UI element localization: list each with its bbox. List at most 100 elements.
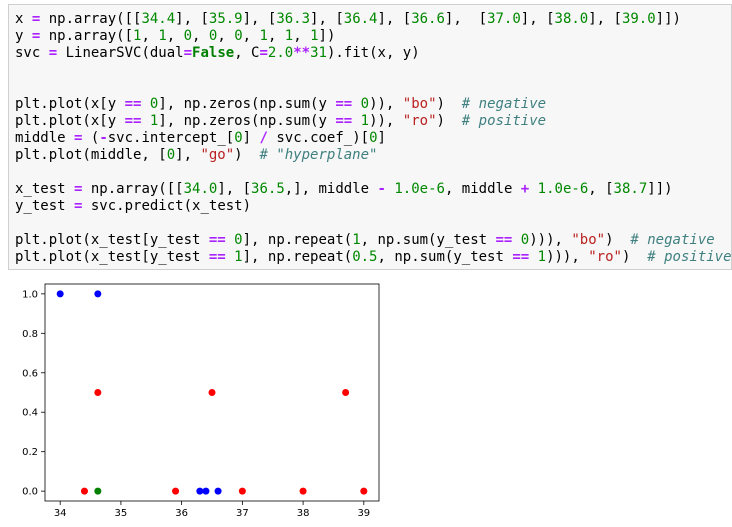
code-token: 1.0e-6 xyxy=(394,181,445,197)
code-token: == xyxy=(335,96,353,112)
code-token: ], [ xyxy=(217,181,252,197)
code-token: ,], middle xyxy=(284,181,378,197)
code-token: "ro" xyxy=(402,113,437,129)
data-point xyxy=(56,290,64,298)
code-token: , xyxy=(166,28,184,44)
code-token: 37.0 xyxy=(487,11,521,27)
code-token xyxy=(512,232,520,248)
code-token: 31 xyxy=(310,45,327,61)
code-editor[interactable]: x = np.array([[34.4], [35.9], [36.3], [3… xyxy=(9,5,731,266)
code-token: ] xyxy=(377,130,386,146)
code-token: ], [ xyxy=(310,11,344,27)
code-token: 36.3 xyxy=(276,11,311,27)
code-token: ]) xyxy=(318,28,336,44)
code-token: 1 xyxy=(149,113,159,129)
code-token: "bo" xyxy=(571,232,606,248)
code-token: == xyxy=(495,232,513,248)
x-tick-label: 35 xyxy=(115,508,128,519)
scatter-plot: 34 35 36 37 38 39 0.0 0.2 0.4 0.6 0.8 1.0 xyxy=(22,283,380,519)
code-token: , middle xyxy=(444,181,521,197)
code-token: 1 xyxy=(259,28,268,44)
code-token: = xyxy=(48,45,58,61)
code-token: ) xyxy=(621,249,648,265)
code-token: svc.coef_)[ xyxy=(267,130,370,146)
x-tick-label: 36 xyxy=(175,508,188,519)
code-line xyxy=(15,164,731,181)
code-token: = xyxy=(259,45,268,61)
data-point xyxy=(214,487,222,495)
code-token: 36.5 xyxy=(251,181,285,197)
code-token: == xyxy=(208,232,226,248)
code-token: / xyxy=(259,130,268,146)
code-token: ).fit(x, y) xyxy=(326,45,420,61)
y-tick-label: 0.4 xyxy=(22,408,38,419)
code-token: ]]) xyxy=(647,181,673,197)
code-token: == xyxy=(335,113,353,129)
code-token: plt.plot(x_test[y_test xyxy=(15,232,209,248)
code-token: , xyxy=(192,28,209,44)
code-token: = xyxy=(183,45,193,61)
code-token xyxy=(141,96,149,112)
code-token: 0 xyxy=(234,28,243,44)
code-token: 0 xyxy=(166,147,176,163)
code-token: ], [ xyxy=(588,11,622,27)
code-line xyxy=(15,79,731,96)
x-tick-label: 38 xyxy=(297,508,310,519)
code-token: - xyxy=(377,181,386,197)
y-tick-label: 0.2 xyxy=(22,447,38,458)
code-token: 1.0e-6 xyxy=(537,181,589,197)
code-token: ], [ xyxy=(377,11,412,27)
code-line xyxy=(15,215,731,232)
code-token: 1 xyxy=(284,28,294,44)
code-cell[interactable]: x = np.array([[34.4], [35.9], [36.3], [3… xyxy=(8,4,732,270)
code-token: ) xyxy=(234,147,260,163)
code-token: , xyxy=(217,28,235,44)
code-token: 36.4 xyxy=(343,11,378,27)
code-token: )), xyxy=(369,96,403,112)
code-token: ], np.repeat( xyxy=(242,249,353,265)
data-point xyxy=(202,487,210,495)
data-points xyxy=(56,290,368,495)
code-token: 39.0 xyxy=(621,11,656,27)
code-token: , C xyxy=(234,45,260,61)
code-token: 0 xyxy=(234,232,243,248)
code-token: = xyxy=(74,130,83,146)
code-token: 0.5 xyxy=(352,249,378,265)
code-token: "bo" xyxy=(402,96,437,112)
code-token: 1 xyxy=(234,249,243,265)
code-token: plt.plot(x_test[y_test xyxy=(15,249,209,265)
code-token: - xyxy=(99,130,108,146)
code-token: = xyxy=(31,28,41,44)
code-line: svc = LinearSVC(dual=False, C=2.0**31).f… xyxy=(15,45,731,62)
code-token: 1 xyxy=(310,28,319,44)
code-token: 34.4 xyxy=(141,11,176,27)
code-token: np.array([[ xyxy=(40,11,142,27)
data-point xyxy=(94,389,102,396)
code-token: , np.sum(y_test xyxy=(377,249,513,265)
code-line: plt.plot(x_test[y_test == 0], np.repeat(… xyxy=(15,232,731,249)
code-token: y_test xyxy=(15,198,75,214)
code-token xyxy=(352,96,360,112)
code-token: ], [ xyxy=(175,11,209,27)
code-token: , xyxy=(293,28,311,44)
data-point xyxy=(360,487,368,495)
code-token: y xyxy=(15,28,32,44)
data-point xyxy=(208,389,216,396)
code-token: 0 xyxy=(208,28,218,44)
code-token: "ro" xyxy=(588,249,622,265)
code-line: plt.plot(x[y == 1], np.zeros(np.sum(y ==… xyxy=(15,113,731,130)
code-token: 0 xyxy=(520,232,530,248)
code-token: = xyxy=(31,11,41,27)
code-token: plt.plot(x[y xyxy=(15,113,125,129)
code-token: = xyxy=(74,198,83,214)
data-point xyxy=(342,389,350,396)
code-token: , np.sum(y_test xyxy=(360,232,496,248)
x-tick-label: 37 xyxy=(236,508,249,519)
code-token: 0 xyxy=(234,130,243,146)
code-token: LinearSVC(dual xyxy=(57,45,184,61)
code-token: x_test xyxy=(15,181,75,197)
code-token: np.array([[ xyxy=(82,181,184,197)
data-point xyxy=(80,487,88,495)
code-token: plt.plot(x[y xyxy=(15,96,125,112)
code-line xyxy=(15,62,731,79)
